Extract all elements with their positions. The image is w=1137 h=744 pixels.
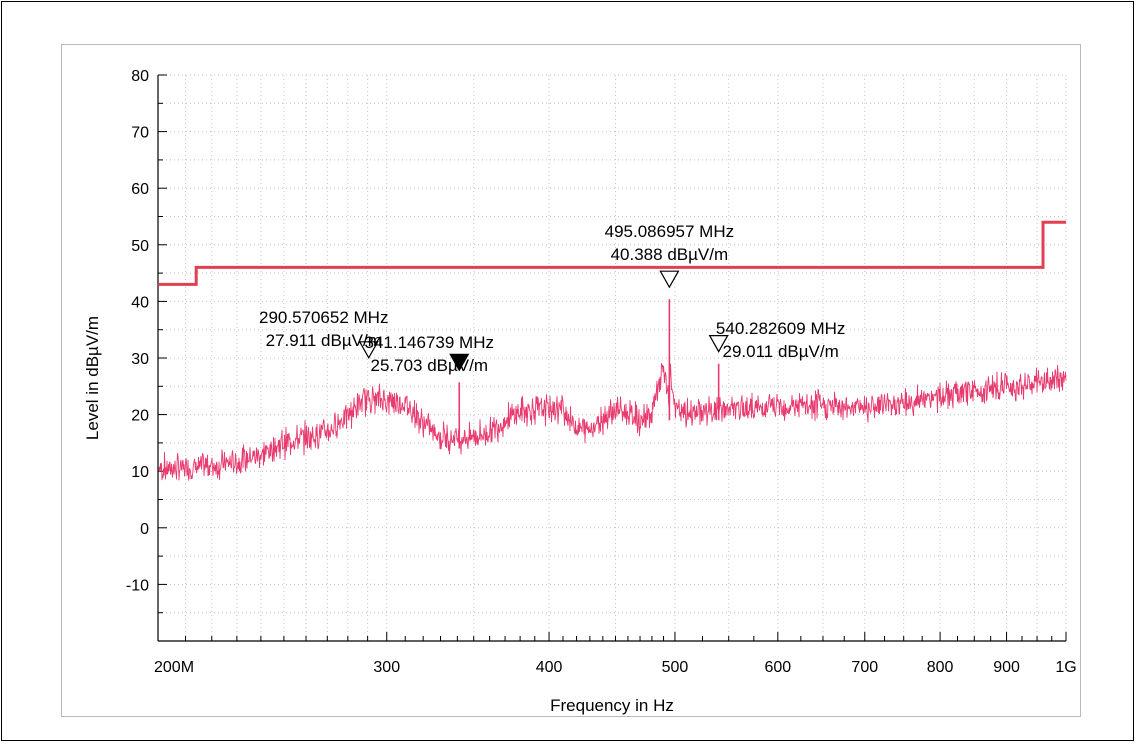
limit-line (158, 220, 1066, 286)
y-tick-label: 10 (131, 464, 149, 481)
marker-label-level: 29.011 dBµV/m (723, 342, 839, 361)
y-tick-label: 60 (131, 181, 149, 198)
x-tick-label: 900 (993, 659, 1020, 676)
x-tick-label: 400 (536, 659, 563, 676)
marker-triangle (449, 353, 470, 372)
measured-spectrum-line (158, 363, 1067, 482)
marker-triangle (659, 270, 680, 289)
y-tick-label: 80 (131, 68, 149, 85)
y-tick-label: 70 (131, 125, 149, 142)
series-layer (158, 220, 1067, 482)
x-tick-label: 300 (373, 659, 400, 676)
marker-label-frequency: 495.086957 MHz (605, 222, 734, 241)
marker-label-level: 40.388 dBµV/m (611, 245, 729, 264)
x-tick-label: 1G (1055, 659, 1076, 676)
marker-label-frequency: 540.282609 MHz (716, 319, 845, 338)
emi-spectrum-chart: 80 70 60 50 40 30 20 10 0 -10 200M 300 400 500 600 700… (83, 68, 1077, 715)
y-tick-label: 40 (131, 294, 149, 311)
x-tick-label: 800 (927, 659, 954, 676)
chart-panel: 80 70 60 50 40 30 20 10 0 -10 200M 300 400 500 600 700… (61, 44, 1081, 717)
y-tick-label: 20 (131, 408, 149, 425)
x-tick-label: 200M (154, 659, 194, 676)
x-tick-label: 700 (851, 659, 878, 676)
y-tick-label: 50 (131, 238, 149, 255)
marker-label-frequency: 290.570652 MHz (259, 308, 388, 327)
grid (157, 74, 1067, 641)
marker-label-level: 27.911 dBµV/m (266, 331, 382, 350)
x-tick-label: 600 (764, 659, 791, 676)
marker-triangle (358, 341, 379, 360)
marker-label-frequency: 341.146739 MHz (365, 333, 494, 352)
y-ticks: 80 70 60 50 40 30 20 10 0 -10 (126, 68, 167, 614)
x-tick-label: 500 (662, 659, 689, 676)
y-axis-label: Level in dBµV/m (83, 316, 102, 440)
marker-triangle (708, 334, 729, 353)
y-tick-label: -10 (126, 577, 149, 594)
marker-label-level: 25.703 dBµV/m (370, 356, 488, 375)
x-ticks: 200M 300 400 500 600 700 800 900 1G (154, 632, 1077, 676)
x-axis-label: Frequency in Hz (550, 696, 674, 715)
y-tick-label: 30 (131, 351, 149, 368)
y-tick-label: 0 (140, 521, 149, 538)
